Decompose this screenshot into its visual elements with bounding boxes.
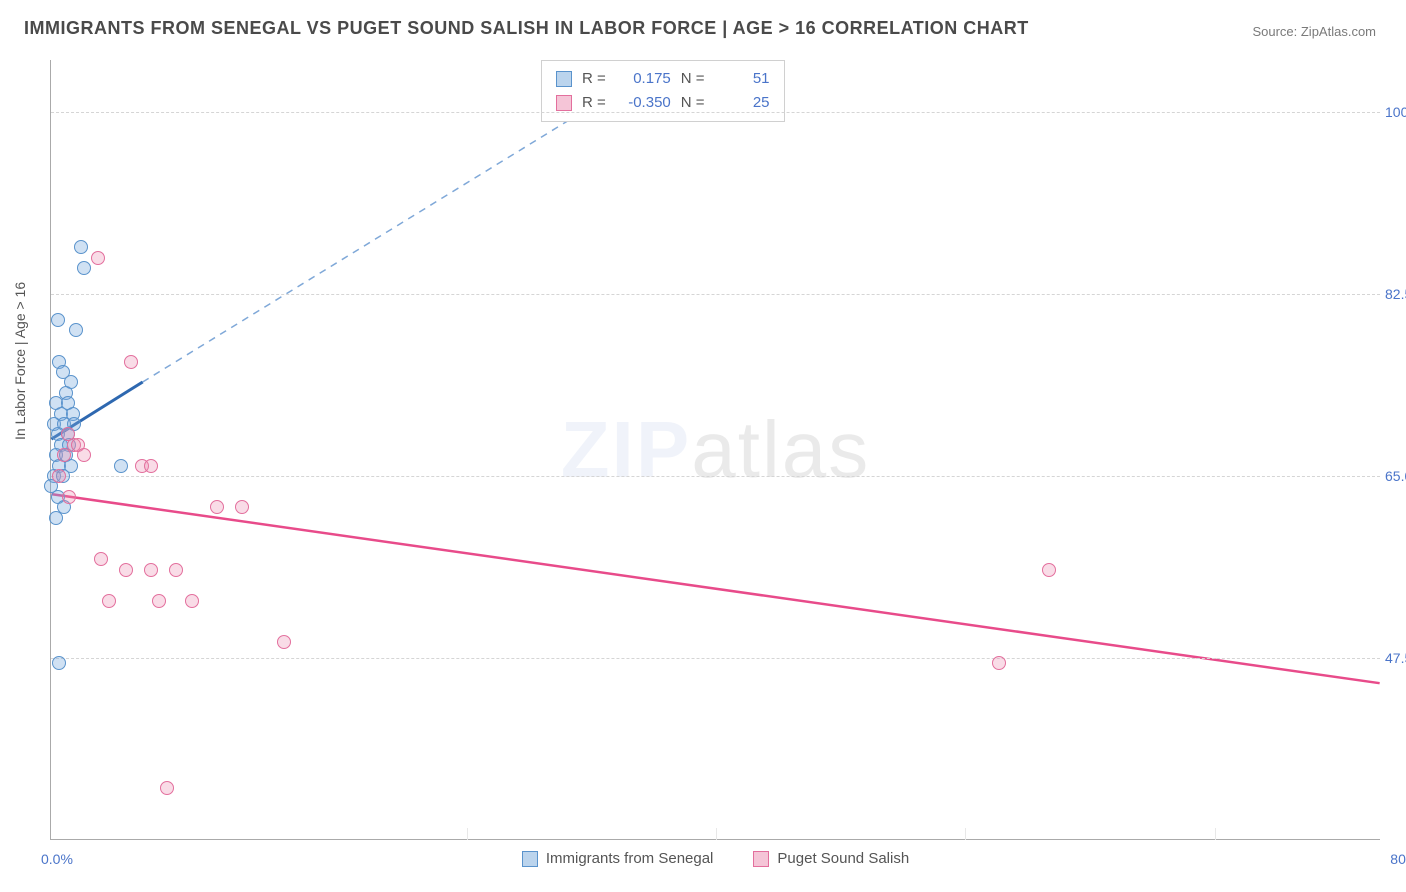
r-label: R = xyxy=(582,67,606,91)
source-label: Source: ZipAtlas.com xyxy=(1252,24,1376,39)
legend-label: Immigrants from Senegal xyxy=(546,850,714,867)
scatter-point xyxy=(91,251,105,265)
scatter-point xyxy=(77,448,91,462)
chart-title: IMMIGRANTS FROM SENEGAL VS PUGET SOUND S… xyxy=(24,18,1029,39)
legend-item: Immigrants from Senegal xyxy=(522,850,714,867)
scatter-point xyxy=(51,313,65,327)
legend-swatch xyxy=(753,851,769,867)
scatter-point xyxy=(52,469,66,483)
gridline-h xyxy=(51,112,1380,113)
gridline-h xyxy=(51,294,1380,295)
legend-swatch xyxy=(556,95,572,111)
scatter-point xyxy=(94,552,108,566)
scatter-point xyxy=(277,635,291,649)
x-tick-max: 80.0% xyxy=(1390,851,1406,867)
scatter-point xyxy=(74,240,88,254)
x-minor-tick xyxy=(965,828,966,840)
gridline-h xyxy=(51,658,1380,659)
scatter-point xyxy=(185,594,199,608)
scatter-point xyxy=(69,323,83,337)
x-minor-tick xyxy=(1215,828,1216,840)
y-axis-label: In Labor Force | Age > 16 xyxy=(12,282,28,440)
stats-row: R = 0.175 N = 51 xyxy=(556,67,770,91)
y-tick-label: 47.5% xyxy=(1385,650,1406,666)
scatter-point xyxy=(119,563,133,577)
scatter-point xyxy=(160,781,174,795)
legend-item: Puget Sound Salish xyxy=(753,850,909,867)
legend-label: Puget Sound Salish xyxy=(777,850,909,867)
y-tick-label: 82.5% xyxy=(1385,286,1406,302)
legend-swatch xyxy=(522,851,538,867)
n-value: 51 xyxy=(715,67,770,91)
chart-area: ZIPatlas R =0.175N =51R =-0.350N =25 0.0… xyxy=(50,60,1380,840)
scatter-point xyxy=(124,355,138,369)
scatter-point xyxy=(102,594,116,608)
scatter-point xyxy=(57,448,71,462)
x-minor-tick xyxy=(467,828,468,840)
scatter-point xyxy=(169,563,183,577)
scatter-point xyxy=(235,500,249,514)
x-minor-tick xyxy=(716,828,717,840)
scatter-point xyxy=(152,594,166,608)
legend-swatch xyxy=(556,71,572,87)
scatter-point xyxy=(210,500,224,514)
trend-lines-svg xyxy=(51,60,1380,839)
y-tick-label: 100.0% xyxy=(1385,104,1406,120)
scatter-point xyxy=(992,656,1006,670)
scatter-point xyxy=(77,261,91,275)
scatter-point xyxy=(62,490,76,504)
y-tick-label: 65.0% xyxy=(1385,468,1406,484)
gridline-h xyxy=(51,476,1380,477)
n-label: N = xyxy=(681,67,705,91)
scatter-point xyxy=(52,656,66,670)
scatter-point xyxy=(144,459,158,473)
scatter-point xyxy=(1042,563,1056,577)
scatter-point xyxy=(114,459,128,473)
scatter-point xyxy=(49,511,63,525)
r-value: 0.175 xyxy=(616,67,671,91)
scatter-point xyxy=(144,563,158,577)
legend: Immigrants from Senegal Puget Sound Salis… xyxy=(51,850,1380,867)
